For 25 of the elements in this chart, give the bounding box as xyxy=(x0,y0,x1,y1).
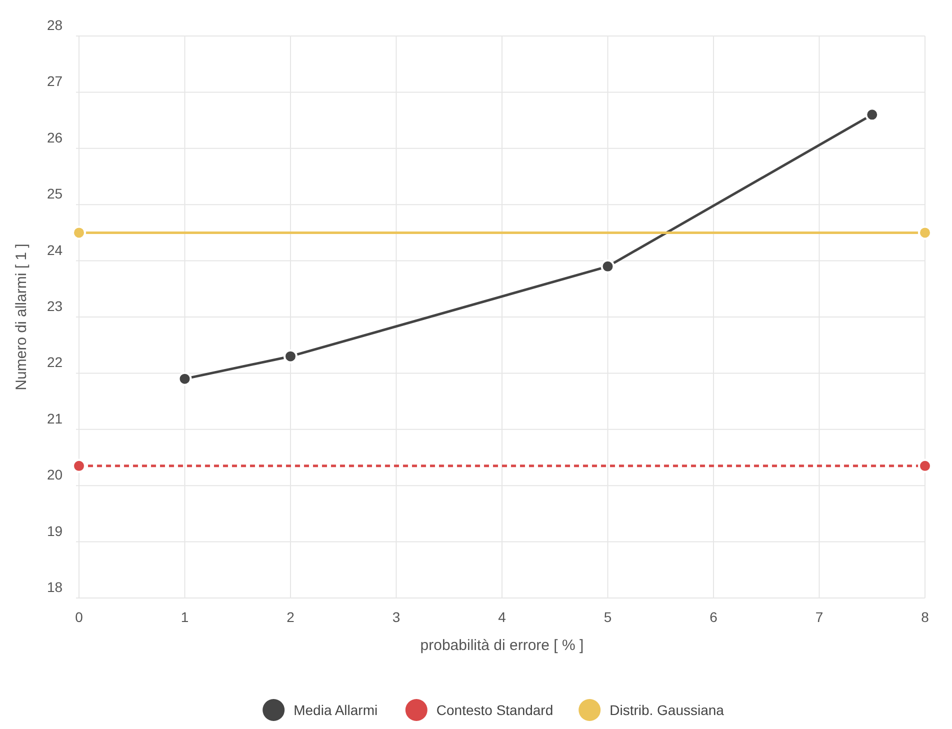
y-tick-label: 18 xyxy=(47,579,63,595)
x-tick-label: 0 xyxy=(75,609,84,625)
x-tick-label: 4 xyxy=(498,609,506,625)
y-tick-label: 24 xyxy=(47,242,63,258)
y-tick-label: 22 xyxy=(47,354,63,370)
x-tick-label: 2 xyxy=(286,609,295,625)
y-tick-label: 21 xyxy=(47,410,63,426)
x-tick-label: 5 xyxy=(604,609,612,625)
y-tick-label: 26 xyxy=(47,129,63,146)
legend-label: Distrib. Gaussiana xyxy=(610,702,724,718)
y-tick-label: 23 xyxy=(47,298,63,314)
y-tick-label: 25 xyxy=(47,186,63,202)
y-tick-label: 20 xyxy=(47,466,63,483)
y-tick-label: 28 xyxy=(47,17,63,33)
x-tick-label: 3 xyxy=(392,609,400,625)
x-tick-label: 8 xyxy=(921,609,930,625)
legend-label: Media Allarmi xyxy=(294,702,378,718)
legend-label: Contesto Standard xyxy=(436,702,554,718)
y-tick-label: 27 xyxy=(47,73,63,90)
x-tick-label: 6 xyxy=(710,609,718,625)
y-axis-title: Numero di allarmi [ 1 ] xyxy=(13,244,30,390)
x-axis-title: probabilità di errore [ % ] xyxy=(420,637,584,654)
y-tick-label: 19 xyxy=(47,522,63,539)
x-tick-label: 1 xyxy=(180,609,189,625)
x-tick-label: 7 xyxy=(815,609,824,625)
